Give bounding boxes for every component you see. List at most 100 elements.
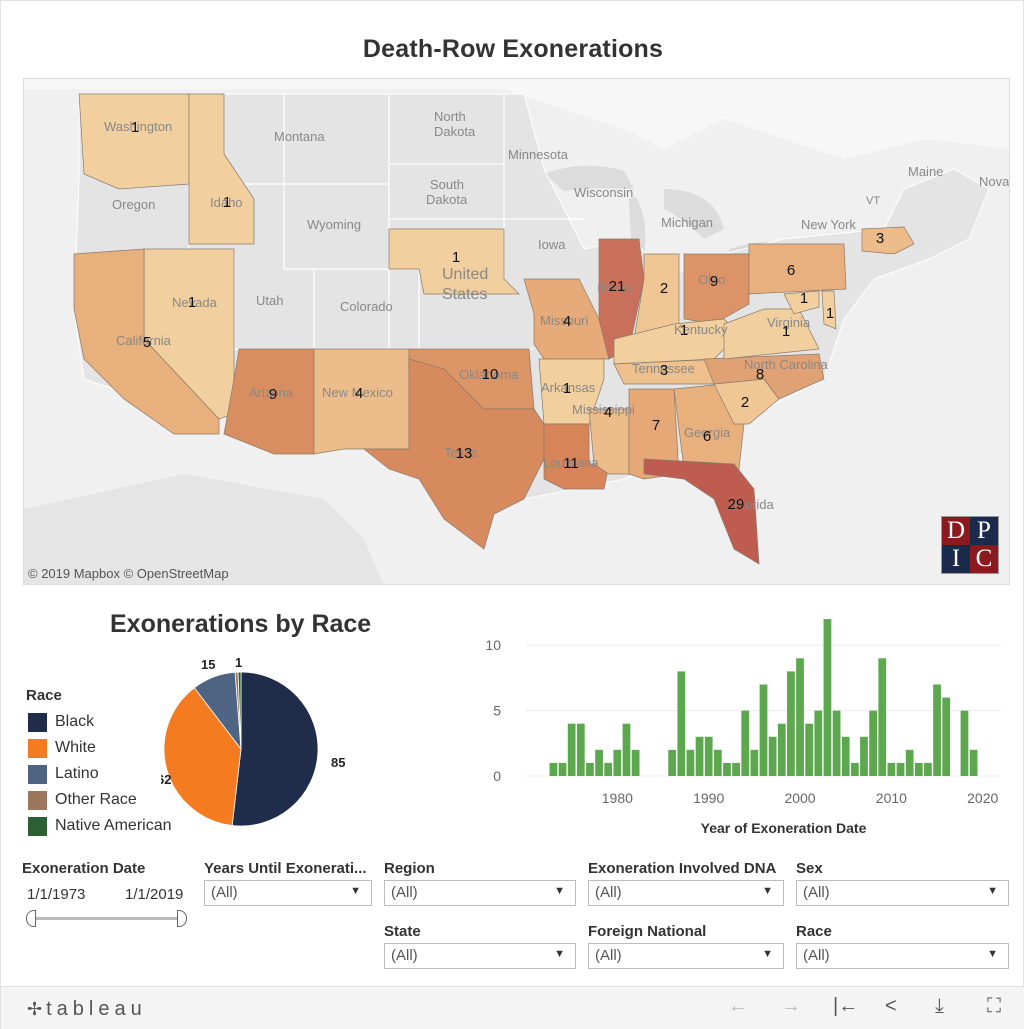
tableau-logo[interactable]: ✢ tableau (27, 998, 147, 1021)
bar-2004[interactable] (832, 710, 841, 776)
filter-foreign-national-select[interactable]: (All) ▼ (588, 943, 784, 969)
label-mississippi: Mississippi (572, 402, 635, 417)
race-pie-chart[interactable]: 85 62 15 1 (161, 656, 361, 841)
legend-item-latino[interactable]: Latino (28, 761, 172, 787)
legend-item-white[interactable]: White (28, 735, 172, 761)
bar-1991[interactable] (713, 749, 722, 776)
bar-1995[interactable] (750, 749, 759, 776)
legend-item-black[interactable]: Black (28, 709, 172, 735)
year-bar-chart[interactable]: 0 5 10 1980 1990 2000 2010 2020 Year of Exonerat… (456, 596, 1016, 846)
redo-icon[interactable]: → (781, 995, 801, 1017)
legend-item-native-american[interactable]: Native American (28, 813, 172, 839)
state-virginia[interactable] (723, 308, 820, 360)
legend-item-other-race[interactable]: Other Race (28, 787, 172, 813)
x-tick-label-2020: 2020 (967, 790, 998, 806)
state-shapes[interactable] (73, 93, 915, 565)
state-idaho[interactable] (188, 93, 255, 245)
bar-1999[interactable] (787, 671, 795, 776)
filter-sex-label: Sex (796, 860, 823, 877)
race-legend[interactable]: Black White Latino Other Race Native America… (28, 709, 172, 839)
state-nebraska[interactable] (388, 228, 520, 295)
bar-2002[interactable] (814, 710, 823, 776)
pie-slice-black[interactable] (231, 671, 319, 827)
bar-1979[interactable] (604, 762, 613, 776)
filter-race-select[interactable]: (All) ▼ (796, 943, 1009, 969)
bar-2008[interactable] (869, 710, 877, 776)
download-icon[interactable]: ⤓ (935, 995, 944, 1017)
share-icon[interactable]: < (885, 995, 897, 1017)
bar-1980[interactable] (613, 749, 622, 776)
state-count-kentucky: 1 (680, 322, 688, 339)
state-mississippi[interactable] (588, 408, 630, 475)
bar-2001[interactable] (805, 723, 814, 776)
filter-years-until-select[interactable]: (All) ▼ (204, 880, 372, 906)
bar-2010[interactable] (887, 762, 896, 776)
fullscreen-icon[interactable]: ⛶ (987, 995, 1001, 1017)
date-slider-track[interactable] (30, 917, 182, 920)
state-ohio[interactable] (683, 253, 750, 325)
map-canvas[interactable]: Washington Montana North Dakota Minnesota… (24, 79, 1010, 585)
undo-icon[interactable]: ← (728, 995, 748, 1017)
bar-2013[interactable] (914, 762, 923, 776)
bar-1992[interactable] (723, 762, 731, 776)
bar-2019[interactable] (969, 749, 978, 776)
state-louisiana[interactable] (543, 423, 610, 490)
state-arkansas[interactable] (538, 358, 605, 425)
bar-2015[interactable] (933, 684, 941, 776)
dpic-logo-letter-i: I (942, 545, 970, 573)
bar-1982[interactable] (631, 749, 640, 776)
label-south: South (430, 177, 464, 192)
bar-2014[interactable] (924, 762, 932, 776)
pie-slice-native-american[interactable] (237, 671, 242, 750)
filter-sex-select[interactable]: (All) ▼ (796, 880, 1009, 906)
bar-2018[interactable] (960, 710, 969, 776)
dpic-logo[interactable]: D P I C (941, 516, 999, 574)
state-california[interactable] (73, 248, 220, 435)
choropleth-map[interactable]: Washington Montana North Dakota Minnesota… (23, 78, 1010, 585)
filter-state-select[interactable]: (All) ▼ (384, 943, 576, 969)
filter-foreign-national-value: (All) (595, 947, 622, 964)
bar-2009[interactable] (878, 658, 887, 776)
bar-1997[interactable] (768, 736, 777, 776)
filter-dna-select[interactable]: (All) ▼ (588, 880, 784, 906)
pie-slice-white[interactable] (163, 687, 242, 826)
bar-1981[interactable] (622, 723, 631, 776)
bar-1976[interactable] (576, 723, 585, 776)
bar-1973[interactable] (549, 762, 558, 776)
bar-2005[interactable] (841, 736, 850, 776)
bar-1975[interactable] (567, 723, 576, 776)
filter-region-select[interactable]: (All) ▼ (384, 880, 576, 906)
bar-1978[interactable] (595, 749, 603, 776)
bar-1996[interactable] (759, 684, 768, 776)
state-texas[interactable] (363, 358, 545, 550)
state-pennsylvania[interactable] (748, 243, 847, 295)
bar-1977[interactable] (586, 762, 594, 776)
bar-1989[interactable] (695, 736, 704, 776)
bar-2012[interactable] (905, 749, 914, 776)
bar-2003[interactable] (823, 619, 832, 776)
state-florida[interactable] (643, 458, 760, 565)
bar-1994[interactable] (741, 710, 750, 776)
state-massachusetts[interactable] (861, 226, 915, 255)
revert-icon[interactable]: |← (833, 995, 859, 1017)
bar-1998[interactable] (777, 723, 786, 776)
bar-2000[interactable] (796, 658, 804, 776)
bar-1974[interactable] (558, 762, 567, 776)
bar-2011[interactable] (896, 762, 905, 776)
label-north-dakota: North Dakota (434, 109, 476, 139)
state-delaware[interactable] (821, 290, 837, 330)
bar-2006[interactable] (850, 762, 859, 776)
bar-1993[interactable] (732, 762, 740, 776)
bar-1986[interactable] (668, 749, 677, 776)
bar-2007[interactable] (860, 736, 868, 776)
state-washington[interactable] (78, 93, 190, 190)
bar-1990[interactable] (704, 736, 713, 776)
state-north-carolina[interactable] (703, 353, 825, 400)
bar-1987[interactable] (677, 671, 686, 776)
date-range-end: 1/1/2019 (125, 886, 184, 903)
date-slider-start-handle[interactable] (26, 910, 36, 927)
bar-2016[interactable] (942, 697, 951, 776)
bar-1988[interactable] (686, 749, 695, 776)
map-attribution[interactable]: © 2019 Mapbox © OpenStreetMap (28, 566, 229, 581)
state-maryland[interactable] (783, 290, 820, 315)
